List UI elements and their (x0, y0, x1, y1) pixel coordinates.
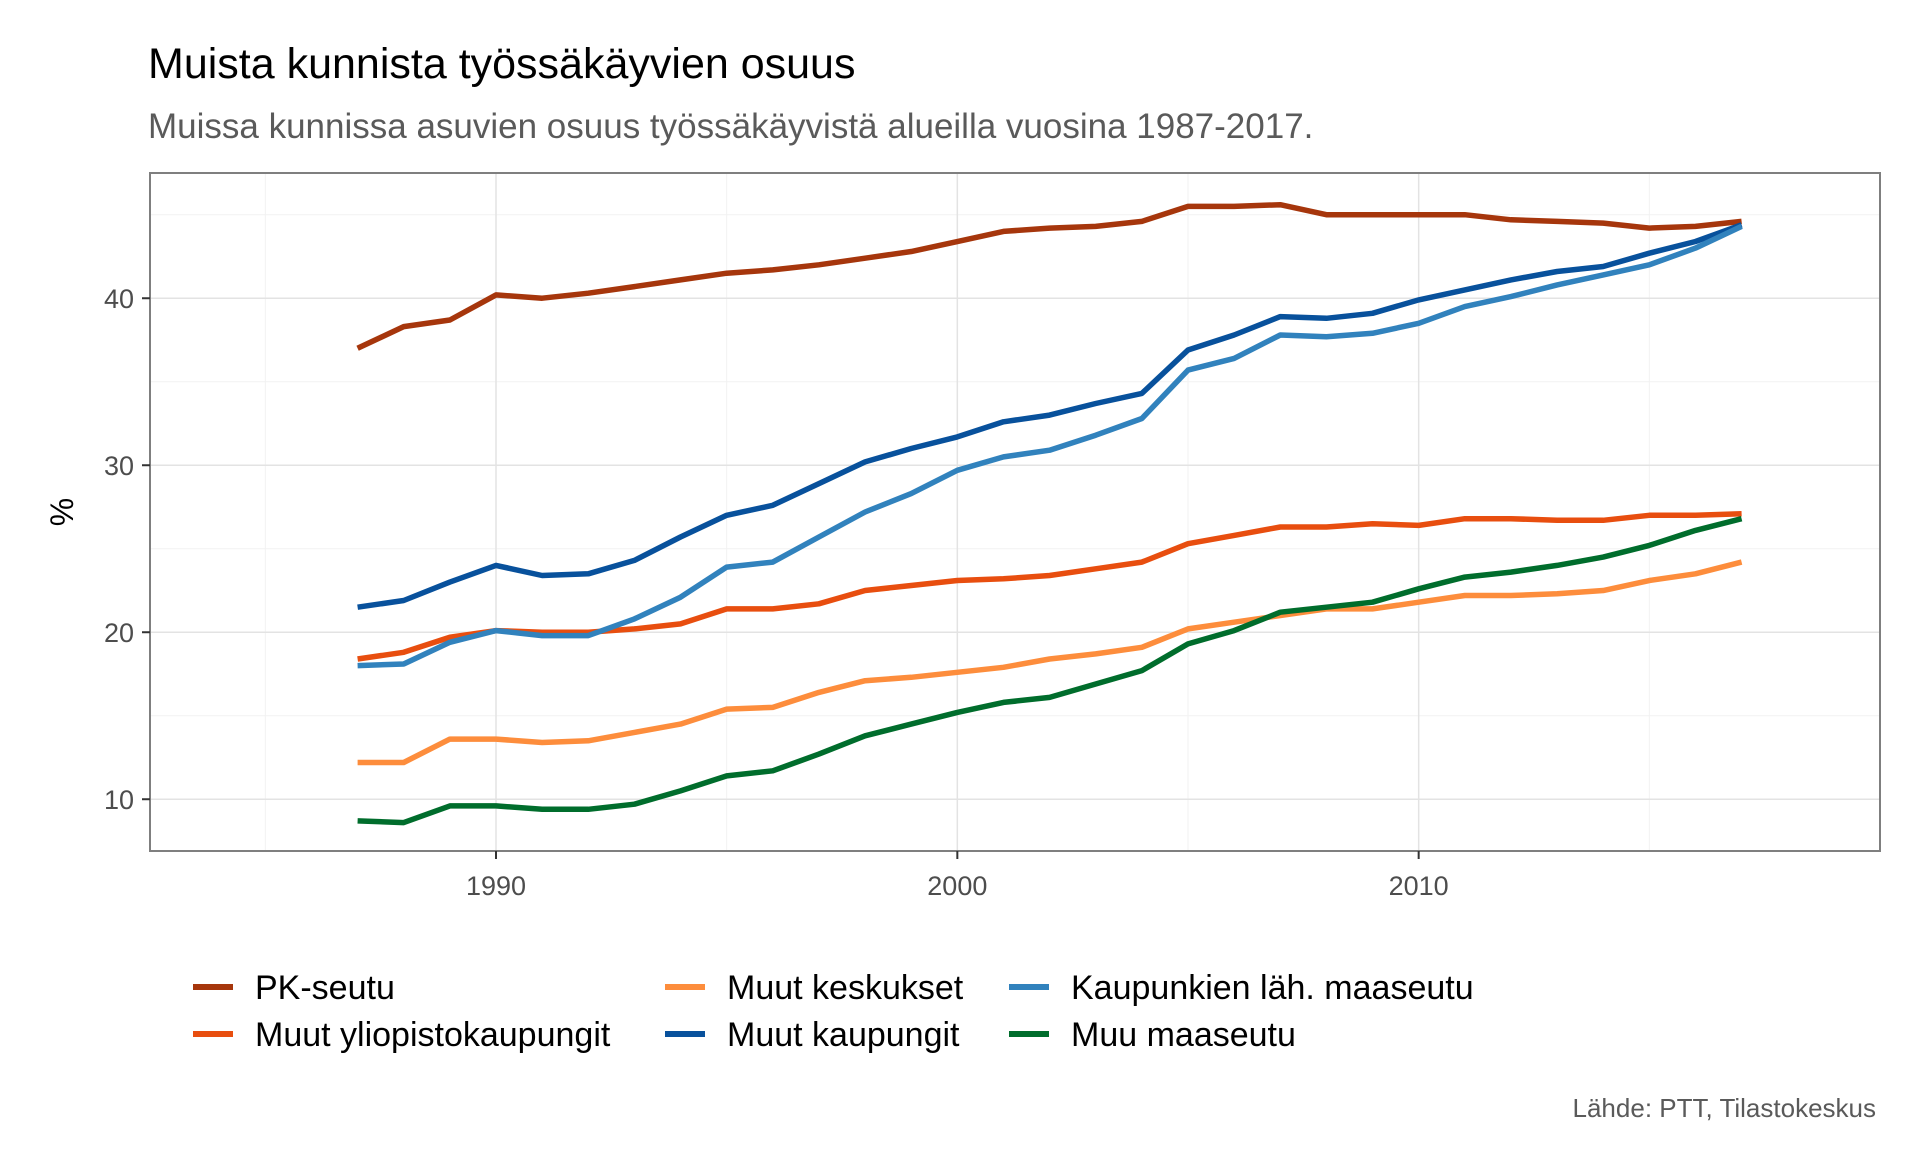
chart-title: Muista kunnista työssäkäyvien osuus (148, 40, 856, 88)
legend-label: Muu maaseutu (1071, 1016, 1296, 1054)
y-tick-label: 10 (104, 785, 134, 815)
legend: PK-seutu Muut yliopistokaupungit Muut kesk… (193, 969, 1474, 1054)
chart-subtitle: Muissa kunnissa asuvien osuus työssäkäyv… (148, 107, 1314, 146)
x-tick-label: 1990 (466, 871, 526, 901)
y-axis-label: % (44, 498, 80, 526)
legend-label: Muut kaupungit (727, 1016, 960, 1054)
plot-panel-border (149, 172, 1881, 852)
plot-panel-background (150, 173, 1880, 851)
y-tick-label: 40 (104, 284, 134, 314)
series-line-5 (357, 223, 1743, 669)
x-tick-label: 2010 (1389, 871, 1449, 901)
x-tick-label: 2000 (927, 871, 987, 901)
chart-caption: Lähde: PTT, Tilastokeskus (1572, 1093, 1876, 1123)
grid (150, 173, 1880, 851)
legend-label: PK-seutu (255, 969, 395, 1007)
series-line-3 (357, 559, 1743, 766)
series-line-4 (357, 222, 1743, 610)
legend-label: Muut yliopistokaupungit (255, 1016, 611, 1054)
series-line-1 (356, 201, 1742, 351)
y-tick-label: 30 (104, 451, 134, 481)
y-tick-label: 20 (104, 618, 134, 648)
axes: 10 20 30 40 1990 2000 2010 (104, 284, 1449, 901)
series-lines (356, 201, 1743, 826)
series-line-2 (357, 510, 1742, 662)
series-line-6 (357, 516, 1743, 826)
legend-label: Kaupunkien läh. maaseutu (1071, 969, 1474, 1007)
legend-label: Muut keskukset (727, 969, 964, 1007)
